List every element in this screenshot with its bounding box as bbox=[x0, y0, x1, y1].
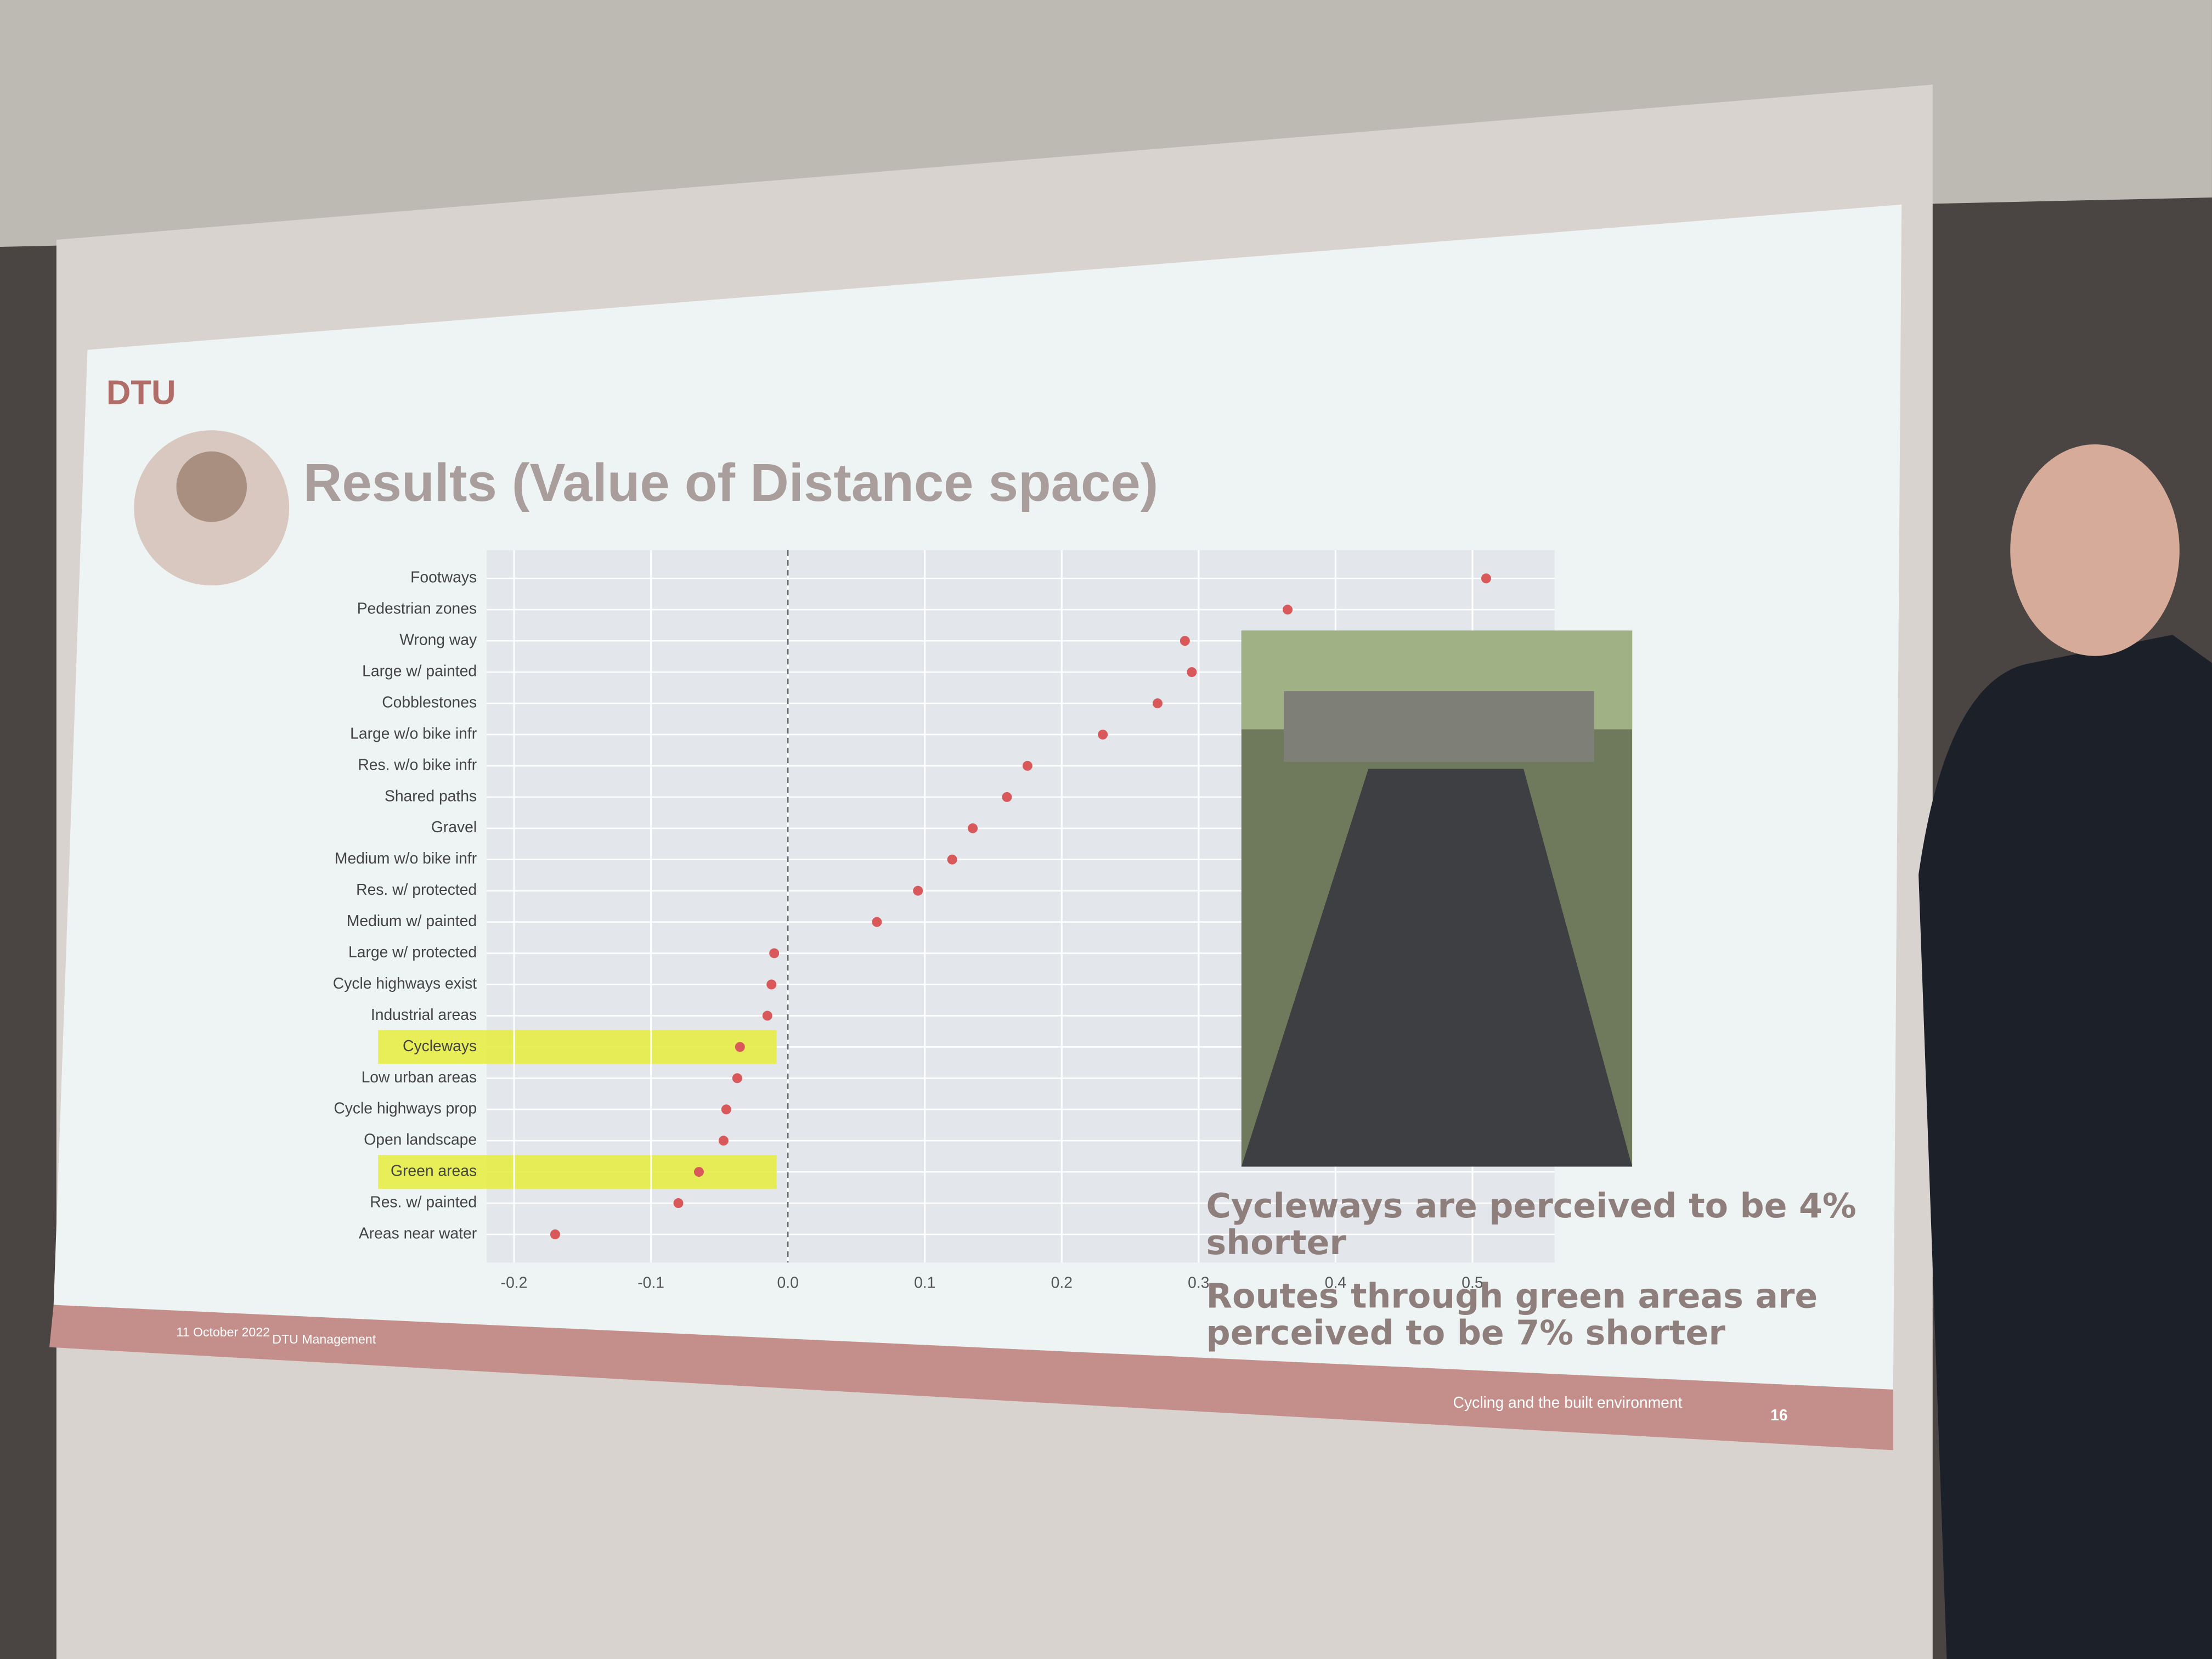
logo: DTU bbox=[106, 374, 176, 411]
x-tick-label: 0.4 bbox=[1325, 1273, 1346, 1291]
y-tick-label: Medium w/ painted bbox=[347, 912, 477, 929]
portrait-face bbox=[176, 451, 247, 522]
x-tick-label: -0.1 bbox=[637, 1273, 664, 1291]
dot bbox=[550, 1229, 560, 1239]
footer-title: Cycling and the built environment bbox=[1453, 1393, 1683, 1411]
y-tick-label: Medium w/o bike infr bbox=[335, 849, 477, 867]
y-tick-label: Green areas bbox=[391, 1162, 477, 1180]
dot bbox=[769, 948, 780, 958]
x-tick-label: 0.0 bbox=[777, 1273, 799, 1291]
y-tick-label: Large w/ painted bbox=[362, 662, 477, 680]
dot bbox=[1481, 573, 1491, 584]
x-tick-label: 0.1 bbox=[914, 1273, 935, 1291]
y-tick-label: Cobblestones bbox=[382, 693, 477, 710]
y-tick-label: Industrial areas bbox=[371, 1006, 477, 1023]
dot bbox=[947, 854, 957, 865]
dot bbox=[766, 979, 777, 990]
dot bbox=[913, 885, 923, 896]
slide-title: Results (Value of Distance space) bbox=[303, 453, 1158, 512]
page-number: 16 bbox=[1770, 1406, 1787, 1424]
dot bbox=[762, 1011, 772, 1021]
dot bbox=[721, 1104, 731, 1115]
dot bbox=[968, 823, 978, 833]
dot bbox=[1152, 698, 1163, 709]
y-tick-label: Cycle highways exist bbox=[333, 974, 477, 992]
x-tick-label: 0.5 bbox=[1462, 1273, 1483, 1291]
x-tick-label: 0.3 bbox=[1188, 1273, 1209, 1291]
y-tick-label: Res. w/ protected bbox=[356, 881, 477, 898]
dot bbox=[1002, 792, 1012, 802]
y-tick-label: Gravel bbox=[431, 818, 477, 836]
highlight bbox=[378, 1030, 777, 1064]
y-tick-label: Large w/ protected bbox=[348, 943, 477, 961]
date: 11 October 2022 bbox=[176, 1325, 270, 1339]
y-tick-label: Res. w/ painted bbox=[370, 1193, 477, 1211]
y-tick-label: Low urban areas bbox=[362, 1068, 477, 1086]
highlight bbox=[378, 1155, 777, 1189]
dot bbox=[1098, 729, 1108, 740]
bullet: Cycleways are perceived to be 4% shorter bbox=[1206, 1186, 1857, 1263]
dot bbox=[673, 1198, 684, 1209]
dot bbox=[718, 1136, 729, 1146]
photo-bridge bbox=[1283, 691, 1594, 762]
y-tick-label: Open landscape bbox=[364, 1131, 477, 1148]
y-tick-label: Pedestrian zones bbox=[357, 600, 477, 617]
photo-path bbox=[1241, 769, 1633, 1167]
y-tick-label: Cycleways bbox=[403, 1037, 477, 1054]
dot bbox=[693, 1167, 704, 1177]
bullet: Routes through green areas are perceived… bbox=[1206, 1277, 1818, 1353]
dot bbox=[1022, 760, 1032, 771]
y-tick-label: Cycle highways prop bbox=[334, 1099, 477, 1117]
dot bbox=[735, 1042, 745, 1052]
dot bbox=[1283, 605, 1293, 615]
x-tick-label: 0.2 bbox=[1051, 1273, 1073, 1291]
dot bbox=[732, 1073, 742, 1084]
y-tick-label: Shared paths bbox=[385, 787, 477, 804]
department: DTU Management bbox=[272, 1332, 376, 1346]
y-tick-label: Res. w/o bike infr bbox=[358, 755, 477, 773]
dot bbox=[872, 917, 882, 927]
x-tick-label: -0.2 bbox=[501, 1273, 528, 1291]
y-tick-label: Wrong way bbox=[399, 631, 477, 648]
dot bbox=[1187, 667, 1197, 678]
dot bbox=[1180, 636, 1190, 646]
presenter-body bbox=[1918, 635, 2212, 1659]
y-tick-label: Large w/o bike infr bbox=[350, 724, 477, 742]
y-tick-label: Footways bbox=[410, 568, 477, 586]
presenter-head bbox=[2010, 444, 2180, 656]
footer-band bbox=[49, 1305, 1893, 1451]
y-tick-label: Areas near water bbox=[359, 1224, 477, 1242]
